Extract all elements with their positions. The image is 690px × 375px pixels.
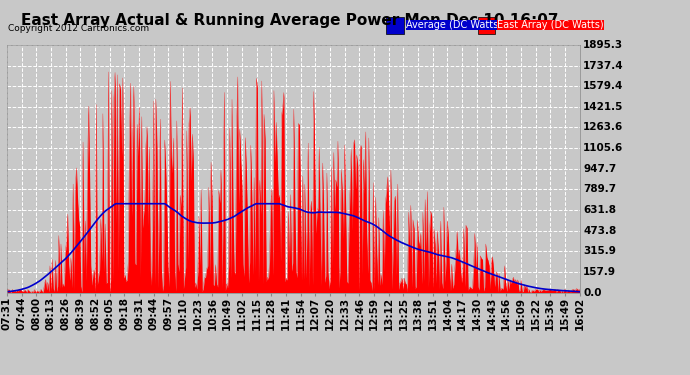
Text: 1421.5: 1421.5 — [583, 102, 624, 112]
Text: 1737.4: 1737.4 — [583, 61, 624, 70]
Text: 1263.6: 1263.6 — [583, 123, 623, 132]
Text: Copyright 2012 Cartronics.com: Copyright 2012 Cartronics.com — [8, 24, 150, 33]
Text: 157.9: 157.9 — [583, 267, 616, 277]
Text: 473.8: 473.8 — [583, 226, 616, 236]
Text: East Array Actual & Running Average Power Mon Dec 10 16:07: East Array Actual & Running Average Powe… — [21, 13, 558, 28]
Text: 789.7: 789.7 — [583, 184, 616, 194]
Text: 0.0: 0.0 — [583, 288, 602, 297]
Text: East Array (DC Watts): East Array (DC Watts) — [497, 20, 604, 30]
Text: 947.7: 947.7 — [583, 164, 616, 174]
Text: 315.9: 315.9 — [583, 246, 616, 256]
Text: 631.8: 631.8 — [583, 205, 616, 215]
Text: 1105.6: 1105.6 — [583, 143, 623, 153]
Text: Average (DC Watts): Average (DC Watts) — [406, 20, 502, 30]
Text: 1579.4: 1579.4 — [583, 81, 624, 91]
Text: 1895.3: 1895.3 — [583, 40, 623, 50]
